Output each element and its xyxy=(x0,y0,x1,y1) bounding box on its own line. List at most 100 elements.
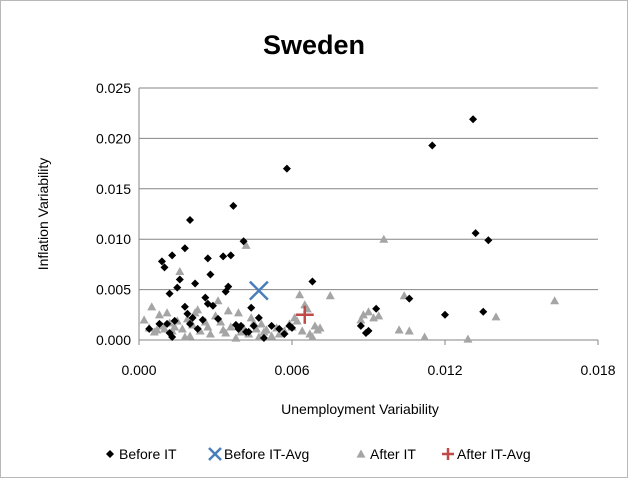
before-it-point xyxy=(441,310,449,319)
before-it-point xyxy=(155,319,164,328)
before-it-point xyxy=(428,141,437,150)
x-tick-label: 0.006 xyxy=(274,362,309,378)
before-it-point xyxy=(282,164,291,173)
before-it-point xyxy=(203,254,212,263)
legend-item-after-it: After IT xyxy=(356,446,416,462)
before-it-point xyxy=(254,313,263,322)
after-it-point xyxy=(295,290,305,299)
before-it-point xyxy=(193,324,202,333)
after-it-point xyxy=(297,326,307,335)
before-it-point xyxy=(183,309,192,318)
before-it-point xyxy=(173,283,182,292)
before-it-point xyxy=(180,302,189,311)
before-it-point xyxy=(372,304,381,313)
before-it-point xyxy=(247,303,256,312)
after-it-point xyxy=(233,308,243,317)
after-it-point xyxy=(358,310,368,319)
legend-item-after-it-avg: After IT-Avg xyxy=(442,446,531,462)
before-it-point xyxy=(364,326,373,335)
after-it-point xyxy=(216,317,226,326)
before-it-point xyxy=(170,316,179,325)
after-it-point xyxy=(231,333,241,342)
after-it-point xyxy=(193,305,203,314)
y-tick-label: 0.005 xyxy=(96,282,131,298)
before-it-point xyxy=(405,294,414,303)
after-it-point xyxy=(177,324,187,333)
before-it-point xyxy=(168,251,177,260)
after-it-point xyxy=(394,325,404,334)
after-it-point xyxy=(420,332,430,341)
after-it-point xyxy=(147,302,157,311)
after-it-point xyxy=(213,296,223,305)
x-tick-label: 0.000 xyxy=(121,362,156,378)
after-it-point xyxy=(221,328,231,337)
legend-marker-after-it xyxy=(356,449,366,458)
before-it-point xyxy=(198,315,207,324)
y-tick-labels: 0.000 0.005 0.010 0.015 0.020 0.025 xyxy=(96,80,131,348)
before-it-point xyxy=(180,244,189,253)
legend-marker-after-it-avg xyxy=(442,448,454,460)
x-tick-label: 0.012 xyxy=(427,362,462,378)
after-it-point xyxy=(399,291,409,300)
after-it-point xyxy=(175,266,185,276)
before-it-point xyxy=(479,307,488,316)
x-tick-label: 0.018 xyxy=(580,362,615,378)
after-it-point xyxy=(203,322,213,331)
y-tick-label: 0.015 xyxy=(96,181,131,197)
before-it-point xyxy=(471,229,480,238)
y-axis-label: Inflation Variability xyxy=(35,158,51,271)
after-it-point xyxy=(463,334,473,343)
before-it-point xyxy=(308,277,317,286)
x-axis-label: Unemployment Variability xyxy=(281,401,439,417)
after-it-point xyxy=(356,315,366,324)
y-tick-label: 0.020 xyxy=(96,130,131,146)
before-it-point xyxy=(484,236,493,245)
after-it-point xyxy=(160,324,169,333)
y-tick-label: 0.000 xyxy=(96,332,131,348)
after-it-avg-point xyxy=(295,305,314,324)
before-it-point xyxy=(267,321,276,330)
after-it-point xyxy=(325,291,335,300)
legend-item-before-it: Before IT xyxy=(106,446,177,462)
after-it-point xyxy=(205,329,215,338)
before-it-point xyxy=(168,332,177,341)
before-it-point xyxy=(188,313,197,322)
after-it-point xyxy=(154,310,164,319)
after-it-point xyxy=(162,308,172,317)
after-it-point xyxy=(256,319,266,328)
before-it-point xyxy=(229,201,238,210)
x-tick-labels: 0.000 0.006 0.012 0.018 xyxy=(121,362,615,378)
after-it-point xyxy=(152,325,162,334)
after-it-point xyxy=(404,326,414,335)
before-it-point xyxy=(191,279,200,288)
before-it-point xyxy=(206,270,215,279)
after-it-point xyxy=(267,331,277,340)
legend: Before IT Before IT-Avg After IT After IT-A… xyxy=(106,446,531,462)
before-it-point xyxy=(259,333,268,342)
before-it-point xyxy=(219,252,228,261)
before-it-point xyxy=(160,263,169,272)
after-it-point xyxy=(307,332,317,341)
legend-label: Before IT-Avg xyxy=(224,446,309,462)
after-it-point xyxy=(374,311,384,320)
before-it-point xyxy=(214,314,223,323)
before-it-point xyxy=(226,251,235,260)
before-it-point xyxy=(186,216,194,225)
before-it-point xyxy=(186,319,194,328)
after-it-point xyxy=(139,315,149,324)
after-it-point xyxy=(241,240,251,249)
before-it-avg-point xyxy=(248,280,269,301)
after-it-point xyxy=(550,296,560,305)
before-it-point xyxy=(163,319,172,328)
before-it-point xyxy=(249,321,258,330)
legend-marker-before-it xyxy=(106,450,114,458)
legend-label: After IT xyxy=(370,446,416,462)
after-it-point xyxy=(185,331,195,340)
after-it-point xyxy=(226,322,236,331)
legend-marker-before-it-avg xyxy=(208,447,222,461)
legend-label: Before IT xyxy=(119,446,177,462)
before-it-point xyxy=(244,327,253,336)
y-tick-label: 0.025 xyxy=(96,80,131,96)
before-it-point xyxy=(275,324,284,333)
after-it-point xyxy=(223,306,233,315)
